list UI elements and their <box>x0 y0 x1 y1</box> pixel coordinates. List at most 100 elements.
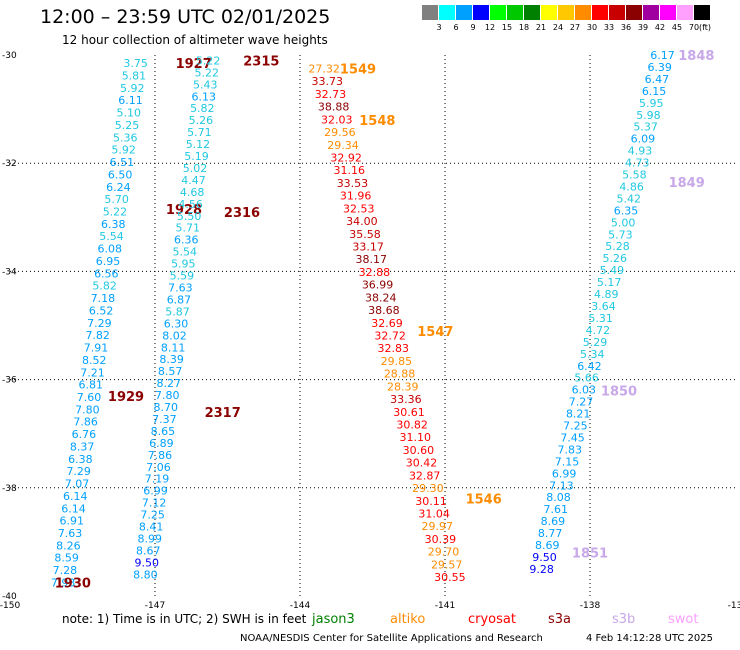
chart-subtitle: 12 hour collection of altimeter wave hei… <box>62 33 328 47</box>
color-scale-tick-label: 12 <box>484 23 496 32</box>
wave-height-value: 6.99 <box>552 467 577 480</box>
wave-height-value: 5.42 <box>617 192 642 205</box>
pass-time-label: 2316 <box>224 206 260 221</box>
wave-height-value: 33.73 <box>312 75 344 88</box>
wave-height-value: 32.88 <box>359 266 391 279</box>
wave-height-value: 6.51 <box>110 156 135 169</box>
color-scale-tick-label: 18 <box>518 23 530 32</box>
wave-height-value: 6.14 <box>61 502 86 515</box>
wave-height-value: 6.50 <box>108 168 133 181</box>
wave-height-value: 30.60 <box>403 444 435 457</box>
wave-height-value: 7.29 <box>87 317 112 330</box>
wave-height-value: 8.77 <box>538 527 563 540</box>
wave-height-value: 7.60 <box>77 391 102 404</box>
x-tick-label: -150 <box>0 601 20 611</box>
wave-height-value: 6.36 <box>174 234 199 247</box>
wave-height-value: 7.27 <box>569 396 594 409</box>
wave-height-value: 5.00 <box>611 216 636 229</box>
wave-height-value: 7.29 <box>66 465 91 478</box>
wave-height-value: 33.53 <box>337 177 369 190</box>
color-swatch <box>694 5 710 20</box>
wave-height-value: 8.52 <box>82 354 107 367</box>
wave-height-value: 6.24 <box>106 181 131 194</box>
color-swatch <box>677 5 693 20</box>
color-scale-tick-label: 6 <box>453 23 459 32</box>
wave-height-value: 6.39 <box>647 61 672 74</box>
legend-item-s3a: s3a <box>548 612 572 627</box>
legend-item-cryosat: cryosat <box>468 612 516 627</box>
x-tick-label: -144 <box>290 601 311 611</box>
wave-height-value: 5.26 <box>189 114 214 127</box>
wave-height-value: 8.27 <box>156 377 181 390</box>
wave-height-value: 5.22 <box>103 206 128 219</box>
legend-item-altiko: altiko <box>390 612 426 627</box>
x-tick-label: -147 <box>145 601 165 611</box>
footer-note: note: 1) Time is in UTC; 2) SWH is in fe… <box>62 612 307 626</box>
wave-height-value: 4.68 <box>180 186 205 199</box>
wave-height-value: 5.28 <box>605 240 630 253</box>
wave-height-value: 7.18 <box>91 292 116 305</box>
wave-height-value: 4.56 <box>178 198 203 211</box>
wave-height-value: 7.07 <box>65 478 90 491</box>
wave-height-value: 5.81 <box>122 69 147 82</box>
wave-height-value: 7.63 <box>168 282 193 295</box>
wave-height-value: 8.59 <box>54 552 79 565</box>
y-tick-label: -36 <box>2 376 17 386</box>
pass-time-label: 1547 <box>417 325 453 340</box>
wave-height-value: 6.89 <box>149 437 174 450</box>
credit-line: NOAA/NESDIS Center for Satellite Applica… <box>240 633 543 644</box>
wave-height-value: 4.86 <box>619 180 644 193</box>
color-swatch <box>558 5 574 20</box>
wave-height-value: 6.08 <box>98 243 123 256</box>
generated-timestamp: 4 Feb 14:12:28 UTC 2025 <box>586 633 713 644</box>
wave-height-value: 5.19 <box>184 150 209 163</box>
wave-height-value: 29.56 <box>324 126 356 139</box>
pass-time-label: 1849 <box>669 176 705 191</box>
wave-height-value: 6.81 <box>79 379 104 392</box>
pass-time-label: 1850 <box>601 384 637 399</box>
color-swatch <box>592 5 608 20</box>
color-scale-tick-label: 42 <box>654 23 666 32</box>
wave-height-value: 7.91 <box>84 342 109 355</box>
wave-height-value: 8.02 <box>162 329 187 342</box>
wave-height-value: 5.31 <box>588 312 613 325</box>
color-scale-tick-label: 15 <box>501 23 513 32</box>
wave-height-value: 6.11 <box>118 94 143 107</box>
pass-time-label: 1549 <box>340 63 376 78</box>
wave-height-value: 32.83 <box>378 342 410 355</box>
wave-height-value: 32.53 <box>343 202 375 215</box>
wave-height-value: 7.86 <box>73 416 98 429</box>
wave-height-value: 7.80 <box>155 389 180 402</box>
wave-height-value: 5.71 <box>175 222 200 235</box>
wave-height-value: 31.04 <box>418 507 450 520</box>
pass-time-label: 1548 <box>359 114 395 129</box>
color-swatch <box>473 5 489 20</box>
wave-height-value: 7.82 <box>85 329 110 342</box>
wave-height-value: 5.58 <box>622 169 647 182</box>
wave-height-value: 6.35 <box>614 204 639 217</box>
pass-time-label: 2317 <box>205 406 241 421</box>
wave-height-value: 30.42 <box>406 457 438 470</box>
wave-height-value: 30.55 <box>434 571 466 584</box>
wave-height-value: 7.25 <box>140 509 165 522</box>
wave-height-value: 7.86 <box>148 449 173 462</box>
color-scale-tick-label: 33 <box>603 23 615 32</box>
wave-height-value: 32.72 <box>374 330 406 343</box>
wave-height-value: 6.87 <box>167 293 192 306</box>
pass-time-label: 2315 <box>243 54 279 69</box>
wave-height-value: 28.88 <box>384 368 416 381</box>
wave-height-value: 8.67 <box>136 544 161 557</box>
wave-height-value: 38.24 <box>365 291 397 304</box>
color-swatch <box>626 5 642 20</box>
wave-height-value: 31.96 <box>340 190 372 203</box>
y-tick-label: -30 <box>2 51 17 61</box>
wave-height-value: 5.70 <box>104 193 129 206</box>
wave-height-value: 5.59 <box>170 270 195 283</box>
wave-height-value: 32.73 <box>315 88 347 101</box>
y-tick-label: -38 <box>2 484 17 494</box>
wave-height-value: 3.75 <box>123 57 148 70</box>
wave-height-value: 7.37 <box>152 413 177 426</box>
wave-height-value: 5.71 <box>187 126 212 139</box>
color-scale-tick-label: 24 <box>552 23 564 32</box>
